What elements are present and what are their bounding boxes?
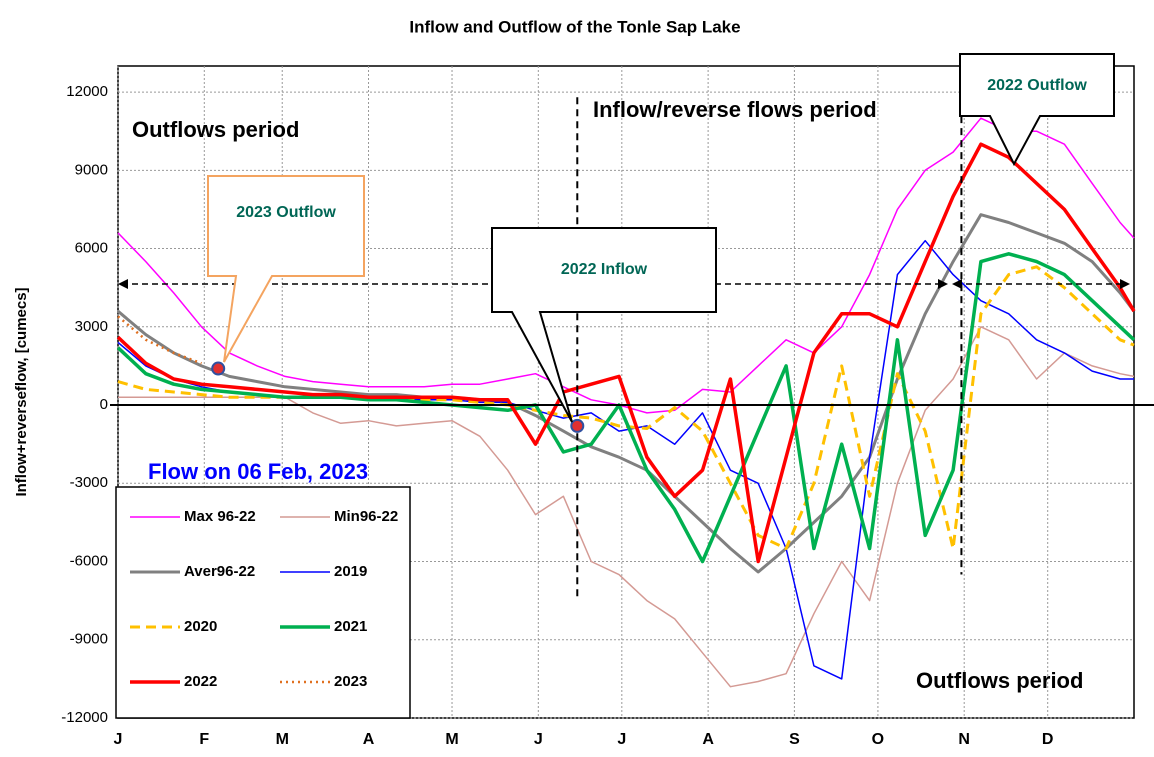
x-tick-label: O (872, 731, 884, 748)
annotation: Flow on 06 Feb, 2023 (148, 459, 368, 484)
x-tick-label: J (534, 731, 543, 748)
legend-label: 2021 (334, 618, 367, 635)
y-tick-label: -12000 (61, 709, 108, 726)
annotation: Outflows period (916, 668, 1083, 693)
y-tick-label: 6000 (75, 240, 108, 257)
legend-label: 2022 (184, 673, 217, 690)
x-tick-label: J (114, 731, 123, 748)
series-line (117, 315, 202, 365)
marker (211, 361, 226, 376)
series-line (116, 142, 1136, 564)
legend: Max 96-22 Min96-22 Aver96-22 2019 2020 2021 20… (115, 486, 411, 719)
y-tick-label: -9000 (70, 631, 108, 648)
legend-label: 2020 (184, 618, 217, 635)
x-tick-label: M (445, 731, 458, 748)
annotation: Inflow/reverse flows period (593, 97, 877, 122)
callouts (207, 53, 1115, 423)
series-line (117, 117, 1135, 414)
lines (110, 92, 1154, 688)
y-tick-label: 0 (100, 396, 108, 413)
chart-title: Inflow and Outflow of the Tonle Sap Lake (409, 17, 740, 36)
series-line (117, 213, 1136, 574)
x-tick-label: A (363, 731, 375, 748)
x-tick-label: S (789, 731, 800, 748)
y-tick-label: -6000 (70, 552, 108, 569)
x-tick-label: A (702, 731, 714, 748)
y-tick-label: 3000 (75, 318, 108, 335)
callout-label: 2022 Inflow (561, 261, 648, 278)
marker (570, 418, 585, 433)
legend-label: 2023 (334, 673, 367, 690)
x-tick-label: F (199, 731, 209, 748)
x-tick-label: D (1042, 731, 1054, 748)
annotation: Outflows period (132, 117, 299, 142)
series-line (116, 252, 1136, 564)
x-tick-label: M (276, 731, 289, 748)
x-tick-label: J (617, 731, 626, 748)
callout-label: 2023 Outflow (236, 204, 336, 221)
series-line (118, 326, 1135, 688)
callout-label: 2022 Outflow (987, 77, 1087, 94)
y-axis-label: Inflow+reverseflow, [cumecs] (13, 287, 30, 496)
y-tick-label: -3000 (70, 474, 108, 491)
series-line (117, 265, 1135, 550)
legend-label: Aver96-22 (184, 563, 255, 580)
y-tick-label: 9000 (75, 161, 108, 178)
y-tick-label: 12000 (66, 83, 108, 100)
x-tick-label: N (958, 731, 970, 748)
legend-label: Max 96-22 (184, 508, 256, 525)
legend-label: Min96-22 (334, 508, 398, 525)
legend-label: 2019 (334, 563, 367, 580)
